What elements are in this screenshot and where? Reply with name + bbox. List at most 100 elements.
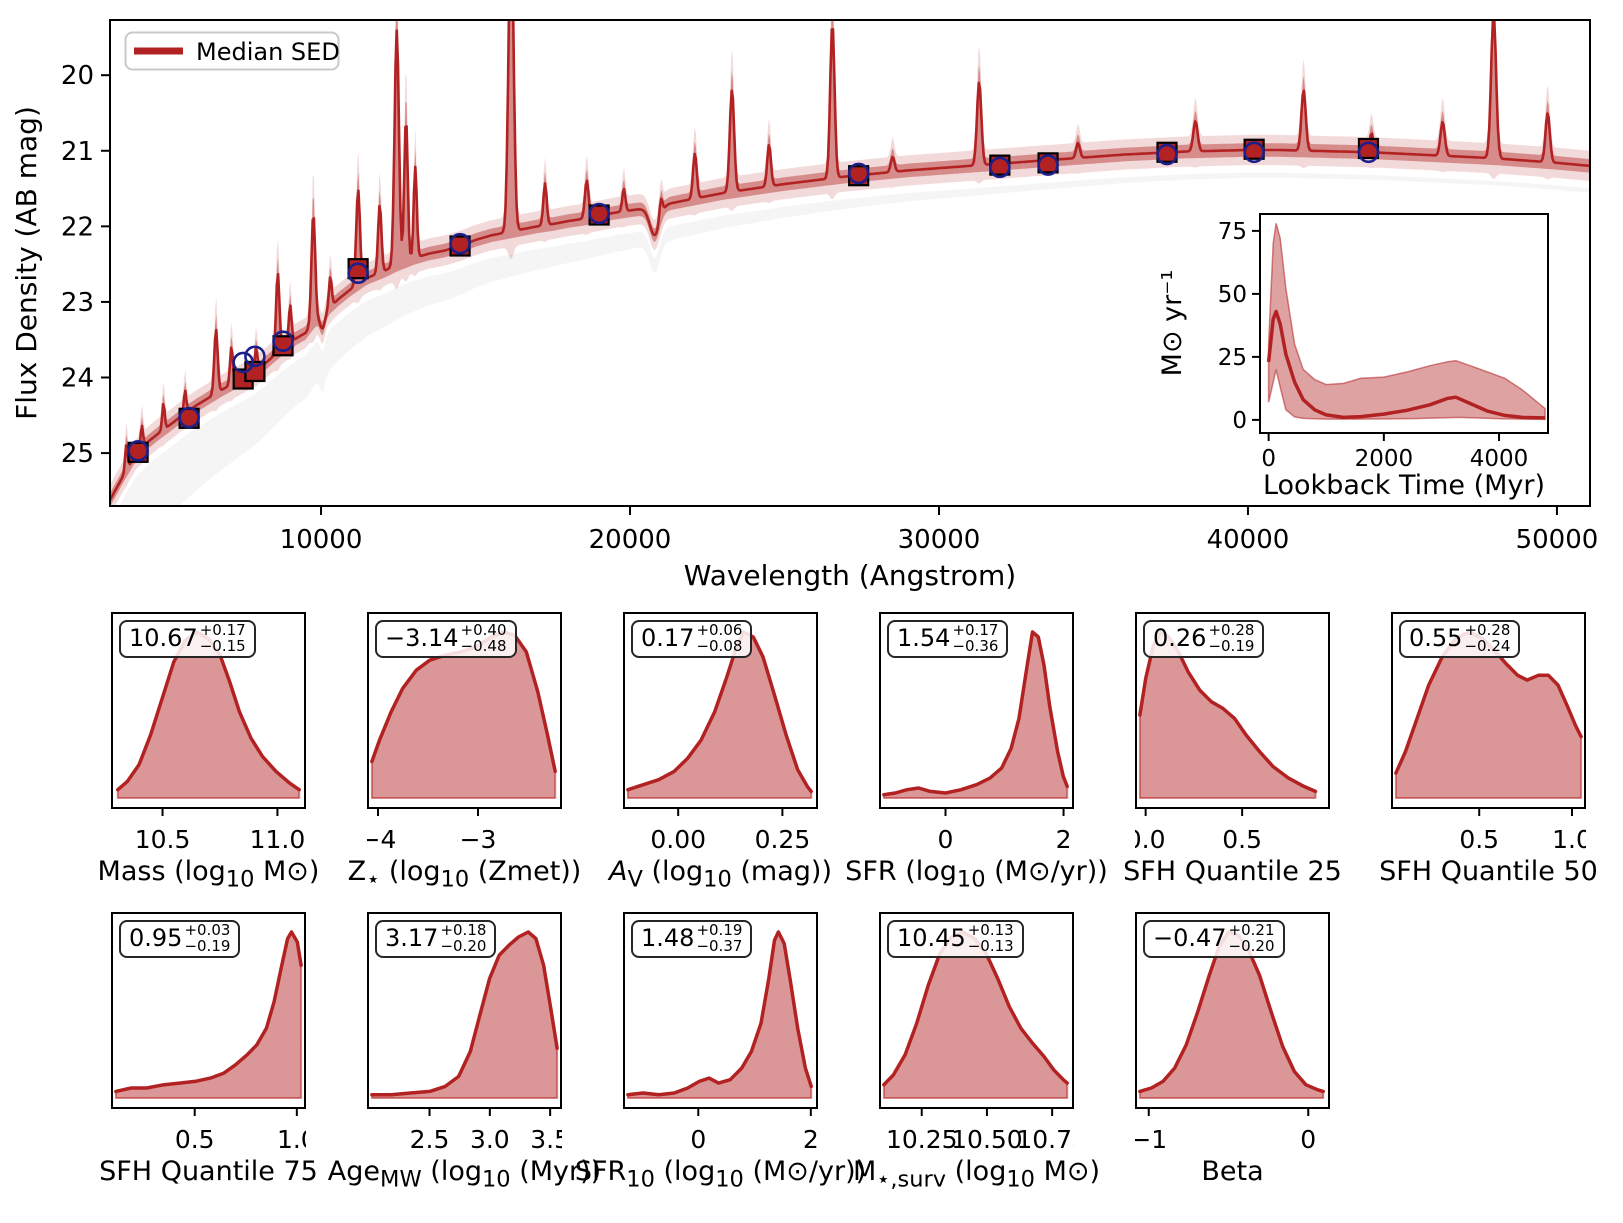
legend-label: Median SED [196, 38, 340, 66]
posterior-minus-error: −0.13 [967, 937, 1014, 956]
posterior-median-value: 1.54 [897, 624, 951, 653]
inset-x-tick-label: 2000 [1355, 446, 1414, 472]
model-photometry-marker [127, 440, 149, 462]
y-tick-label: 24 [61, 364, 94, 394]
x-tick-label: 50000 [1516, 525, 1599, 555]
posterior-errors: +0.28 −0.19 [1208, 622, 1255, 656]
panel-x-tick-label: 0.5 [1222, 825, 1262, 854]
inset-x-axis-label: Lookback Time (Myr) [1263, 470, 1545, 501]
inset-background [1260, 214, 1548, 433]
x-tick-label: 30000 [898, 525, 981, 555]
panel-x-tick-label: 0.00 [650, 825, 706, 854]
model-photometry-marker [272, 330, 294, 353]
model-photometry-marker [847, 162, 870, 185]
posterior-minus-error: −0.48 [460, 637, 507, 656]
posterior-value-box: −3.14 +0.40 −0.48 [375, 620, 517, 659]
posterior-errors: +0.21 −0.20 [1228, 921, 1275, 956]
posterior-panel-1: 10.5 11.0 [111, 612, 306, 862]
inset-y-axis-label: M⊙ yr⁻¹ [1157, 270, 1188, 377]
kde-curve [882, 630, 1069, 797]
panel-x-tick-label: 0.0 [1135, 825, 1166, 854]
model-photometry-marker [1243, 141, 1265, 164]
panel-x-tick-label: 10.50 [951, 1125, 1023, 1154]
posterior-minus-error: −0.08 [696, 637, 743, 656]
posterior-plus-error: +0.28 [1464, 621, 1511, 639]
posterior-plus-error: +0.17 [199, 621, 246, 639]
inset-x-tick-label: 0 [1261, 446, 1276, 472]
kde-curve [114, 930, 303, 1094]
posterior-value-box: 0.55 +0.28 −0.24 [1399, 620, 1521, 659]
posterior-x-label: SFR (log10 (M⊙/yr)) [845, 856, 1108, 893]
posterior-median-value: 3.17 [385, 924, 439, 953]
model-photometry-marker [244, 345, 266, 368]
observed-photometry-marker [272, 335, 294, 357]
model-photometry-marker [1156, 143, 1178, 166]
panel-axes-frame [367, 612, 562, 809]
panel-axes-frame [879, 612, 1074, 809]
panel-x-tick-label: 0 [938, 825, 954, 854]
posterior-median-value: 10.67 [129, 624, 198, 653]
posterior-x-label: SFH Quantile 25 [1123, 856, 1342, 887]
posterior-plus-error: +0.40 [460, 621, 507, 639]
panel-x-tick-label: 0.5 [1459, 825, 1499, 854]
panel-x-tick-label: 2 [803, 1125, 818, 1154]
panel-axes-frame [367, 912, 562, 1109]
inset-y-tick-label: 75 [1218, 219, 1247, 245]
panel-x-tick-label: 3.0 [470, 1125, 510, 1154]
posterior-errors: +0.18 −0.20 [440, 922, 487, 956]
panel-axes-frame [879, 912, 1074, 1109]
posterior-value-box: 10.45 +0.13 −0.13 [887, 920, 1024, 959]
inset-y-tick-label: 25 [1218, 345, 1247, 371]
posterior-errors: +0.17 −0.36 [952, 622, 998, 655]
posterior-x-label: SFH Quantile 50 [1379, 856, 1598, 887]
posterior-x-label: AgeMW (log10 (Myr)) [327, 1156, 602, 1193]
panel-axes-frame [1135, 912, 1330, 1109]
posterior-x-label: Beta [1201, 1156, 1264, 1187]
posterior-kde-plot: 10.5 11.0 [111, 612, 306, 854]
panel-axes-frame [111, 912, 306, 1109]
panel-x-tick-label: −4 [367, 825, 396, 854]
panel-x-tick-label: 1.0 [1552, 825, 1586, 854]
model-photometry-marker [232, 351, 254, 374]
sed-outer-uncertainty-band [110, 20, 1590, 506]
posterior-median-value: 0.55 [1409, 624, 1463, 653]
posterior-value-box: 0.26 +0.28 −0.19 [1143, 620, 1265, 659]
inset-y-tick-label: 50 [1218, 282, 1247, 308]
posterior-minus-error: −0.20 [440, 937, 487, 956]
kde-curve [370, 930, 559, 1097]
inset-y-tick-label: 0 [1232, 408, 1247, 434]
y-tick-label: 21 [61, 137, 94, 167]
panel-x-tick-label: 0 [690, 1125, 706, 1154]
posterior-value-box: 0.17 +0.06 −0.08 [631, 620, 753, 659]
panel-axes-frame [111, 612, 306, 809]
posterior-errors: +0.28 −0.24 [1464, 621, 1511, 655]
model-photometry-marker [1037, 154, 1059, 176]
posterior-x-label: SFH Quantile 75 [99, 1156, 318, 1187]
panel-x-tick-label: 10.5 [135, 825, 191, 854]
posterior-errors: +0.06 −0.08 [696, 622, 743, 656]
posterior-median-value: 1.48 [641, 924, 695, 953]
posterior-kde-plot: −1 0 [1130, 912, 1330, 1154]
posterior-median-value: 10.45 [897, 924, 966, 953]
sfh-uncertainty-band [1267, 223, 1546, 421]
posterior-median-value: 0.26 [1153, 624, 1207, 653]
legend: Median SED [124, 31, 340, 71]
model-photometry-marker [989, 156, 1011, 179]
posterior-minus-error: −0.20 [1228, 937, 1275, 956]
posterior-minus-error: −0.19 [1208, 637, 1255, 656]
posterior-minus-error: −0.37 [696, 937, 743, 956]
panel-x-tick-label: 1.0 [277, 1125, 306, 1154]
posterior-errors: +0.19 −0.37 [696, 922, 743, 956]
posterior-plus-error: +0.03 [184, 921, 231, 939]
sfh-inset-dynamic-layer: 0 2000 4000 0 25 50 75 [1218, 213, 1549, 472]
posterior-plus-error: +0.21 [1228, 921, 1275, 939]
observed-photometry-marker [347, 258, 369, 280]
panel-x-tick-label: 0.25 [755, 825, 811, 854]
posterior-value-box: −0.47 +0.21 −0.20 [1143, 920, 1285, 959]
inset-x-tick-label: 4000 [1470, 446, 1529, 472]
panel-x-tick-label: −1 [1135, 1125, 1167, 1154]
